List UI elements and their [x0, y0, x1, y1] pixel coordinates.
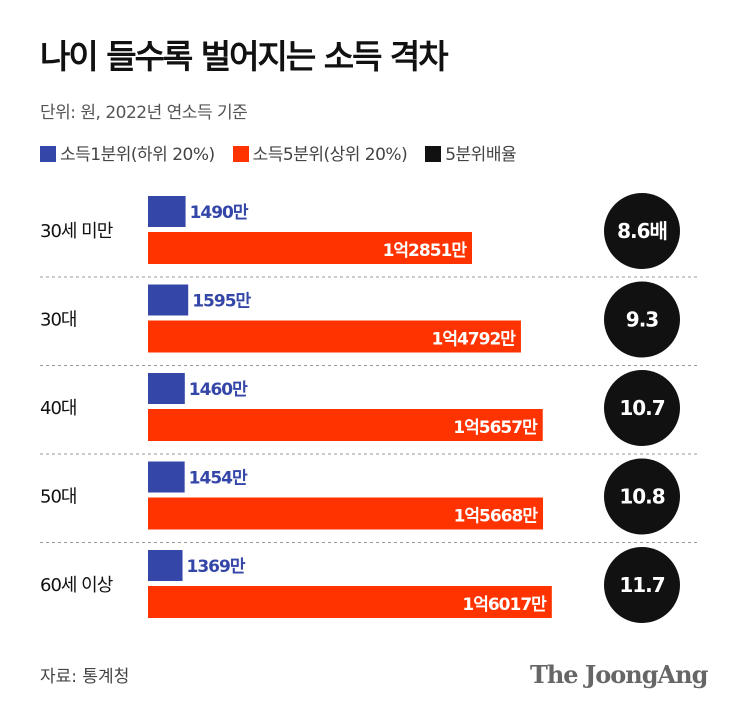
- bar-high-label: 1억2851만: [383, 241, 468, 261]
- bar-low-label: 1595만: [192, 292, 251, 312]
- bar-high-label: 1억4792만: [431, 330, 516, 350]
- legend-swatch: [40, 146, 56, 162]
- bar-low-label: 1460만: [189, 380, 248, 400]
- unit-note: 단위: 원, 2022년 연소득 기준: [40, 103, 248, 123]
- ratio-label: 8.6배: [617, 219, 667, 243]
- legend-item-high: 소득5분위(상위 20%): [232, 140, 408, 165]
- publisher-logo: The JoongAng: [530, 660, 708, 689]
- bar-high-label: 1억5657만: [453, 418, 538, 438]
- ratio-label: 10.8: [619, 485, 664, 509]
- bar-low-label: 1369만: [187, 557, 246, 577]
- source-note: 자료: 통계청: [40, 667, 130, 687]
- bar-low: [148, 196, 186, 227]
- ratio-circle: [604, 547, 680, 623]
- bar-low: [148, 461, 185, 493]
- legend-item-ratio: 5분위배율: [425, 140, 517, 165]
- ratio-circle: [604, 193, 680, 269]
- legend-swatch: [232, 146, 249, 162]
- bar-low: [148, 284, 189, 316]
- category-label: 40대: [40, 398, 76, 419]
- bar-high: [148, 320, 521, 353]
- legend-label: 소득5분위(상위 20%): [252, 145, 408, 165]
- ratio-circle: [604, 458, 680, 535]
- bar-high: [148, 409, 543, 441]
- bar-low: [148, 550, 183, 581]
- legend-label: 5분위배율: [445, 145, 517, 165]
- legend-item-low: 소득1분위(하위 20%): [40, 140, 215, 165]
- ratio-label: 10.7: [619, 396, 664, 420]
- bar-high: [148, 497, 544, 530]
- ratio-circle: [604, 370, 680, 446]
- ratio-label: 9.3: [626, 308, 659, 332]
- bar-high-label: 1억5668만: [454, 507, 539, 527]
- chart-title: 나이 들수록 벌어지는 소득 격차: [40, 37, 449, 76]
- legend-label: 소득1분위(하위 20%): [60, 145, 215, 165]
- bar-high-label: 1억6017만: [462, 595, 547, 615]
- category-label: 30세 미만: [40, 221, 113, 242]
- ratio-circle: [604, 281, 680, 358]
- category-label: 60세 이상: [40, 575, 113, 596]
- bar-high: [148, 232, 472, 264]
- legend-swatch: [425, 146, 442, 162]
- bar-high: [148, 586, 552, 618]
- bar-low: [148, 373, 185, 404]
- legend: 소득1분위(하위 20%) 소득5분위(상위 20%) 5분위배율: [40, 140, 517, 165]
- category-label: 30대: [40, 310, 76, 331]
- bar-low-label: 1490만: [190, 203, 249, 223]
- ratio-label: 11.7: [619, 573, 664, 597]
- bar-low-label: 1454만: [189, 469, 248, 489]
- category-label: 50대: [40, 487, 76, 508]
